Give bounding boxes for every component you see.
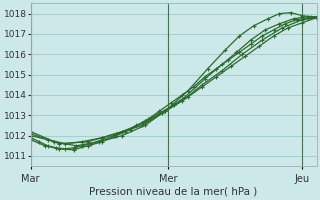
X-axis label: Pression niveau de la mer( hPa ): Pression niveau de la mer( hPa ) (90, 187, 258, 197)
